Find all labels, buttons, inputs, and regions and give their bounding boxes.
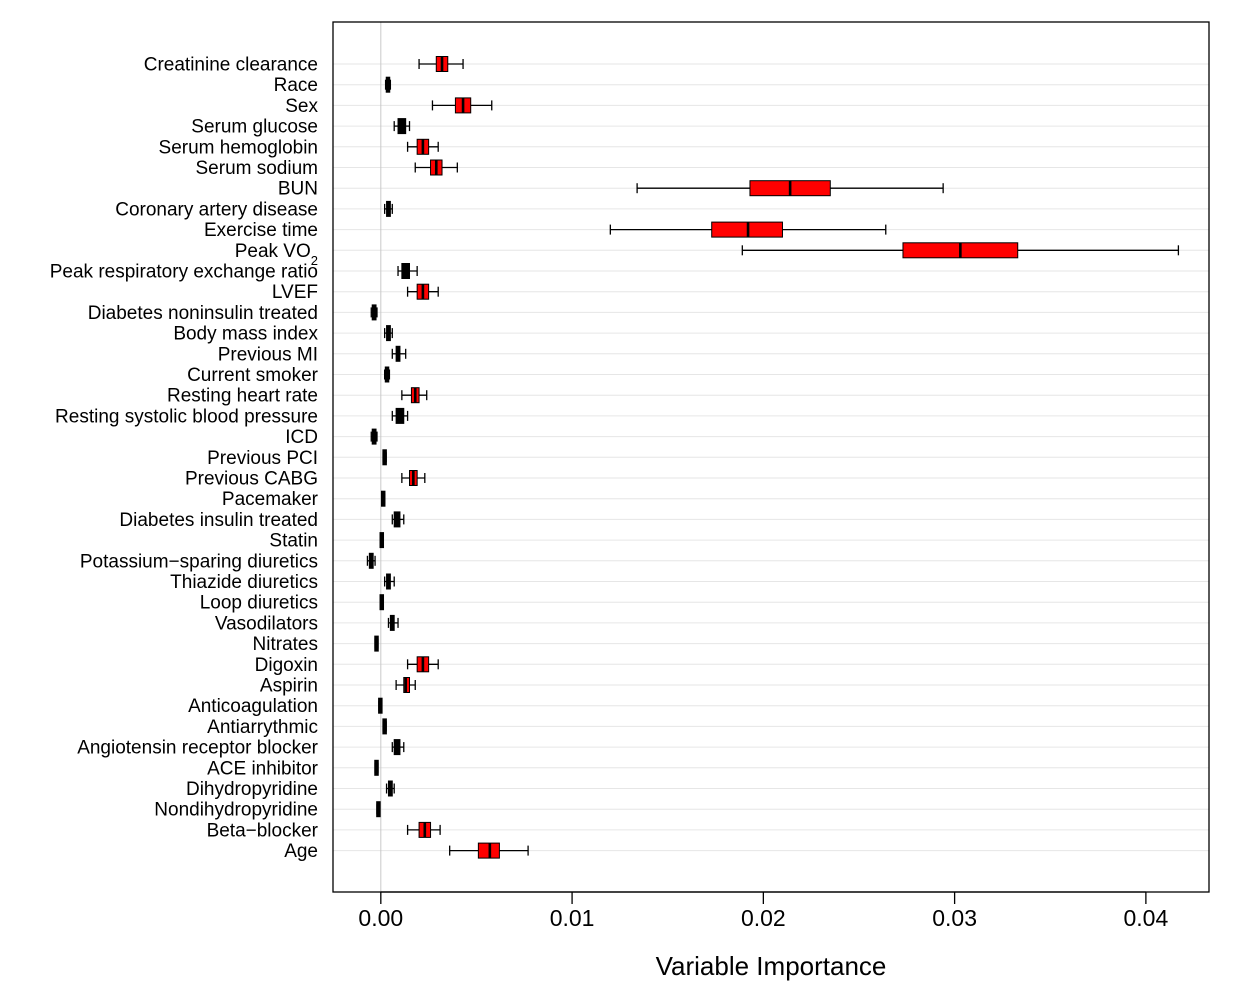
variable-label: Previous MI — [218, 344, 318, 365]
boxplot-6 — [636, 180, 944, 197]
boxplot-32 — [382, 718, 387, 735]
x-axis-title: Variable Importance — [656, 951, 887, 981]
boxplot-27 — [387, 614, 399, 631]
x-tick-label: 0.01 — [550, 905, 595, 931]
variable-label: Sex — [285, 96, 318, 117]
variable-label: Angiotensin receptor blocker — [77, 738, 318, 759]
boxplot-7 — [383, 200, 393, 217]
boxplot-0 — [418, 56, 464, 72]
variable-label: Serum hemoglobin — [159, 137, 318, 158]
boxplot-33 — [391, 739, 405, 756]
boxplot-28 — [374, 635, 379, 652]
variable-label: Pacemaker — [222, 489, 319, 510]
x-axis: 0.00 0.01 0.02 0.03 0.04 — [358, 891, 1168, 931]
x-tick-label: 0.02 — [741, 905, 786, 931]
variable-label: Race — [274, 75, 318, 96]
variable-label: Statin — [269, 531, 318, 552]
variable-label: Resting systolic blood pressure — [55, 406, 318, 427]
variable-label: BUN — [278, 179, 318, 200]
boxplot-4 — [406, 138, 439, 155]
boxplot-5 — [414, 159, 458, 176]
boxplot-38 — [449, 842, 529, 859]
variable-label: Age — [284, 841, 318, 862]
boxplot-24 — [366, 552, 376, 569]
variable-label: Loop diuretics — [200, 593, 318, 614]
boxplot-series — [366, 56, 1180, 859]
variable-label: Potassium−sparing diuretics — [80, 551, 318, 572]
boxplot-21 — [380, 490, 386, 507]
x-tick-label: 0.04 — [1123, 905, 1168, 931]
boxplot-10 — [397, 263, 418, 279]
variable-label: Previous PCI — [207, 448, 318, 469]
variable-label: Vasodilators — [215, 613, 318, 634]
variable-label: Serum sodium — [196, 158, 319, 179]
boxplot-11 — [406, 283, 439, 300]
variable-label: Resting heart rate — [167, 386, 318, 407]
boxplot-17 — [391, 407, 409, 424]
boxplot-1 — [384, 76, 392, 93]
boxplot-29 — [406, 656, 439, 673]
variable-label: Nitrates — [253, 634, 318, 655]
boxplot-31 — [378, 697, 383, 714]
variable-label-subscript: 2 — [311, 252, 318, 267]
variable-label: Body mass index — [173, 324, 318, 345]
variable-label: Thiazide diuretics — [170, 572, 318, 593]
boxplot-25 — [383, 573, 395, 590]
grid-lines — [333, 63, 1209, 852]
boxplot-19 — [382, 449, 387, 466]
variable-label: Creatinine clearance — [144, 55, 318, 76]
boxplot-15 — [383, 366, 391, 383]
variable-label: Diabetes noninsulin treated — [88, 303, 318, 324]
variable-label: Exercise time — [204, 220, 318, 241]
x-tick-label: 0.03 — [932, 905, 977, 931]
boxplot-35 — [385, 780, 395, 797]
boxplot-2 — [431, 97, 493, 114]
variable-label: Previous CABG — [185, 469, 318, 490]
boxplot-9 — [741, 242, 1180, 259]
variable-label: Digoxin — [255, 655, 318, 676]
boxplot-18 — [370, 428, 378, 445]
variable-label: Diabetes insulin treated — [119, 510, 318, 531]
boxplot-30 — [395, 677, 416, 693]
boxplot-3 — [393, 118, 411, 135]
variable-label: Nondihydropyridine — [154, 800, 318, 821]
boxplot-13 — [383, 325, 393, 342]
boxplot-12 — [370, 304, 378, 321]
boxplot-20 — [401, 470, 426, 486]
variable-label: LVEF — [272, 282, 318, 303]
boxplot-22 — [391, 511, 405, 528]
boxplot-16 — [401, 387, 428, 404]
boxplot-14 — [391, 345, 407, 362]
boxplot-34 — [374, 759, 379, 776]
variable-label: ACE inhibitor — [207, 758, 319, 779]
variable-label: Peak respiratory exchange ratio — [50, 262, 318, 283]
variable-label: Antiarrythmic — [207, 717, 318, 738]
variable-label: Dihydropyridine — [186, 779, 318, 800]
boxplot-23 — [379, 532, 385, 549]
x-tick-label: 0.00 — [358, 905, 403, 931]
variable-label: Serum glucose — [191, 117, 318, 138]
variable-label: Coronary artery disease — [115, 199, 318, 220]
boxplot-8 — [609, 221, 887, 238]
boxplot-36 — [376, 801, 381, 818]
variable-label: Aspirin — [260, 676, 318, 697]
variable-label: Beta−blocker — [207, 820, 319, 841]
variable-label: Anticoagulation — [188, 696, 318, 717]
variable-label: ICD — [285, 427, 318, 448]
variable-label: Current smoker — [187, 365, 319, 386]
boxplot-37 — [406, 821, 441, 838]
boxplot-26 — [379, 594, 385, 611]
